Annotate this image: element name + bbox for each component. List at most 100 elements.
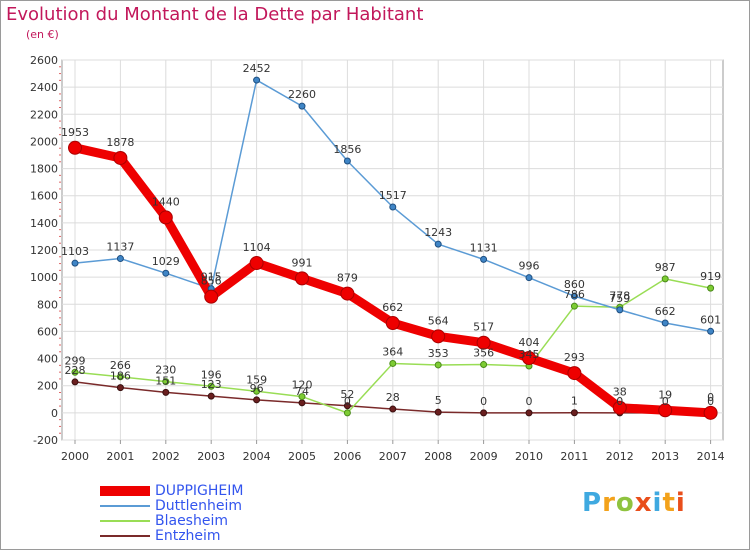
data-point-duppigheim bbox=[431, 329, 446, 344]
data-label-duppigheim: 293 bbox=[564, 351, 585, 364]
data-label-duttlenheim: 1131 bbox=[470, 241, 498, 254]
x-tick-label: 2001 bbox=[106, 450, 134, 463]
data-label-entzheim: 96 bbox=[250, 382, 264, 395]
data-label-duttlenheim: 1517 bbox=[379, 189, 407, 202]
data-label-duttlenheim: 601 bbox=[700, 313, 721, 326]
data-point-blaesheim bbox=[298, 393, 306, 401]
data-label-blaesheim: 987 bbox=[655, 261, 676, 274]
data-point-blaesheim bbox=[162, 378, 170, 386]
data-point-entzheim bbox=[480, 409, 488, 417]
x-tick-label: 2011 bbox=[560, 450, 588, 463]
data-point-entzheim bbox=[71, 378, 79, 386]
data-point-blaesheim bbox=[661, 275, 669, 283]
data-label-duttlenheim: 2452 bbox=[243, 62, 271, 75]
data-point-duttlenheim bbox=[253, 76, 261, 84]
data-point-duttlenheim bbox=[298, 102, 306, 110]
data-point-blaesheim bbox=[707, 284, 715, 292]
y-tick-label: 0 bbox=[51, 407, 58, 420]
data-point-duppigheim bbox=[612, 400, 627, 415]
data-label-duppigheim: 662 bbox=[382, 301, 403, 314]
data-label-entzheim: 228 bbox=[65, 364, 86, 377]
legend-label-entzheim: Entzheim bbox=[155, 528, 221, 544]
data-point-blaesheim bbox=[434, 361, 442, 369]
data-point-duppigheim bbox=[295, 271, 309, 286]
data-label-entzheim: 123 bbox=[201, 378, 222, 391]
x-tick-label: 2004 bbox=[243, 450, 271, 463]
data-label-blaesheim: 230 bbox=[155, 364, 176, 377]
y-tick-label: 1000 bbox=[30, 271, 58, 284]
data-label-duppigheim: 879 bbox=[337, 272, 358, 285]
data-point-entzheim bbox=[343, 402, 351, 410]
x-tick-label: 2002 bbox=[152, 450, 180, 463]
data-label-entzheim: 0 bbox=[526, 395, 533, 408]
x-tick-label: 2014 bbox=[697, 450, 725, 463]
y-tick-label: 2000 bbox=[30, 135, 58, 148]
data-point-duppigheim bbox=[249, 256, 264, 271]
legend-swatch-entzheim bbox=[100, 535, 150, 537]
data-point-duttlenheim bbox=[661, 319, 669, 327]
logo-letter: P bbox=[582, 488, 603, 518]
data-point-duttlenheim bbox=[71, 259, 79, 267]
legend-swatch-blaesheim bbox=[100, 520, 150, 522]
legend-swatch-duppigheim bbox=[100, 486, 150, 496]
data-point-entzheim bbox=[389, 405, 397, 413]
x-tick-label: 2012 bbox=[606, 450, 634, 463]
data-label-entzheim: 28 bbox=[386, 391, 400, 404]
legend-swatch-duttlenheim bbox=[100, 505, 150, 507]
data-point-duppigheim bbox=[340, 286, 355, 301]
data-point-duttlenheim bbox=[525, 274, 533, 282]
data-label-entzheim: 5 bbox=[435, 394, 442, 407]
logo-letter: r bbox=[602, 488, 616, 518]
data-label-blaesheim: 159 bbox=[246, 373, 267, 386]
data-label-entzheim: 52 bbox=[340, 388, 354, 401]
x-tick-label: 2013 bbox=[651, 450, 679, 463]
data-label-entzheim: 0 bbox=[616, 395, 623, 408]
y-tick-label: 1200 bbox=[30, 244, 58, 257]
data-label-duttlenheim: 2260 bbox=[288, 88, 316, 101]
logo-letter: i bbox=[675, 488, 686, 518]
data-label-duttlenheim: 1103 bbox=[61, 245, 89, 258]
x-tick-label: 2006 bbox=[333, 450, 361, 463]
data-point-duttlenheim bbox=[570, 292, 578, 300]
legend-label-blaesheim: Blaesheim bbox=[155, 513, 228, 529]
y-tick-label: 600 bbox=[37, 325, 58, 338]
data-label-duttlenheim: 662 bbox=[655, 305, 676, 318]
data-label-entzheim: 74 bbox=[295, 385, 309, 398]
x-tick-label: 2008 bbox=[424, 450, 452, 463]
proxiti-logo: Proxiti bbox=[582, 488, 686, 518]
legend-label-duttlenheim: Duttlenheim bbox=[155, 498, 243, 514]
data-label-duttlenheim: 1029 bbox=[152, 255, 180, 268]
data-point-duppigheim bbox=[658, 403, 673, 418]
data-label-duttlenheim: 996 bbox=[519, 260, 540, 273]
data-label-duppigheim: 0 bbox=[707, 391, 714, 404]
legend-label-duppigheim: DUPPIGHEIM bbox=[155, 483, 244, 499]
data-label-entzheim: 151 bbox=[155, 374, 176, 387]
y-tick-label: 1600 bbox=[30, 190, 58, 203]
data-label-duttlenheim: 915 bbox=[201, 271, 222, 284]
data-label-blaesheim: 353 bbox=[428, 347, 449, 360]
logo-letter: x bbox=[634, 488, 653, 518]
data-point-duppigheim bbox=[204, 289, 219, 304]
data-point-entzheim bbox=[207, 392, 215, 400]
data-point-blaesheim bbox=[343, 409, 351, 417]
data-point-duppigheim bbox=[476, 335, 491, 350]
data-point-duppigheim bbox=[158, 210, 173, 225]
chart-title: Evolution du Montant de la Dette par Hab… bbox=[6, 4, 424, 25]
x-tick-label: 2010 bbox=[515, 450, 543, 463]
data-point-entzheim bbox=[570, 409, 578, 417]
data-label-duppigheim: 38 bbox=[613, 386, 627, 399]
data-point-entzheim bbox=[525, 409, 533, 417]
data-point-duppigheim bbox=[385, 316, 400, 331]
data-point-blaesheim bbox=[570, 302, 578, 310]
data-label-blaesheim: 919 bbox=[700, 270, 721, 283]
y-tick-label: 2400 bbox=[30, 81, 58, 94]
y-tick-label: 200 bbox=[37, 380, 58, 393]
chart-subtitle: (en €) bbox=[26, 28, 59, 41]
data-label-entzheim: 0 bbox=[707, 395, 714, 408]
data-label-duppigheim: 1440 bbox=[152, 195, 180, 208]
data-point-entzheim bbox=[298, 399, 306, 407]
data-point-entzheim bbox=[116, 384, 124, 392]
data-label-duppigheim: 856 bbox=[201, 275, 222, 288]
y-tick-label: 1800 bbox=[30, 163, 58, 176]
